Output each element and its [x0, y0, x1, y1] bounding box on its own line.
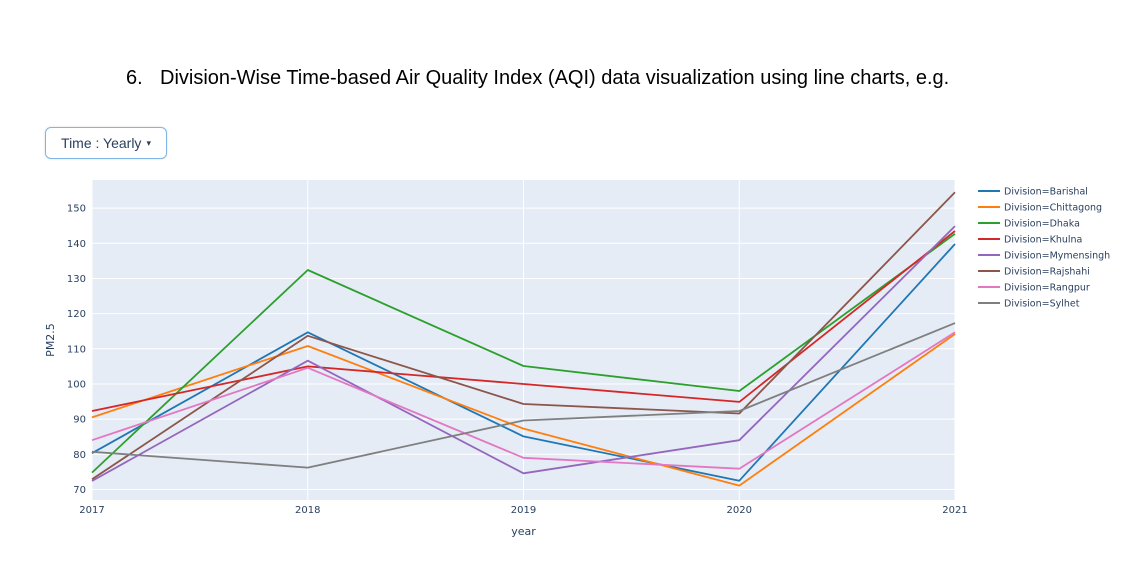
series-line [91, 243, 956, 482]
legend-item: Division=Chittagong [978, 203, 1102, 214]
series-line [91, 230, 956, 412]
y-tick-label: 70 [73, 485, 86, 496]
time-dropdown[interactable]: Time : Yearly ▾ [45, 127, 167, 159]
legend-label: Division=Sylhet [1004, 299, 1080, 310]
y-tick-label: 130 [67, 274, 86, 285]
legend-label: Division=Dhaka [1004, 219, 1080, 230]
legend-label: Division=Rajshahi [1004, 267, 1090, 278]
series-line [91, 331, 956, 470]
time-dropdown-label: Time : Yearly [61, 135, 142, 151]
legend-item: Division=Dhaka [978, 219, 1080, 230]
chevron-down-icon: ▾ [146, 137, 151, 148]
legend-item: Division=Khulna [978, 235, 1082, 246]
heading-text: Division-Wise Time-based Air Quality Ind… [160, 67, 950, 89]
x-tick-label: 2018 [295, 505, 320, 516]
legend-label: Division=Mymensingh [1004, 251, 1110, 262]
legend-item: Division=Rajshahi [978, 267, 1090, 278]
legend-label: Division=Barishal [1004, 187, 1088, 198]
y-tick-label: 140 [67, 239, 86, 250]
x-tick-label: 2017 [79, 505, 104, 516]
legend-item: Division=Rangpur [978, 283, 1090, 294]
legend-item: Division=Sylhet [978, 299, 1080, 310]
x-axis-title: year [511, 525, 536, 538]
x-tick-label: 2019 [511, 505, 536, 516]
x-tick-label: 2020 [727, 505, 752, 516]
series-line [91, 333, 956, 487]
series-line [91, 225, 956, 482]
page-heading: 6. Division-Wise Time-based Air Quality … [0, 0, 1130, 110]
x-tick-label: 2021 [942, 505, 967, 516]
y-tick-label: 150 [67, 204, 86, 215]
legend-label: Division=Rangpur [1004, 283, 1090, 294]
legend-item: Division=Mymensingh [978, 251, 1110, 262]
legend-label: Division=Khulna [1004, 235, 1082, 246]
heading-number: 6. [126, 67, 143, 89]
series-lines [91, 191, 956, 487]
legend-item: Division=Barishal [978, 187, 1088, 198]
series-line [91, 191, 956, 481]
y-tick-label: 110 [67, 344, 86, 355]
y-tick-label: 120 [67, 309, 86, 320]
legend: Division=Barishal Division=Chittagong Divi… [978, 187, 1110, 310]
y-tick-label: 80 [73, 450, 86, 461]
series-line [91, 322, 956, 469]
y-tick-label: 100 [67, 379, 86, 390]
y-axis-title: PM2.5 [44, 323, 57, 357]
axes: 70 80 90 100 110 120 130 140 150 2017 2018 2019 2020… [44, 204, 968, 538]
legend-label: Division=Chittagong [1004, 203, 1102, 214]
y-tick-label: 90 [73, 415, 86, 426]
plot-area [91, 180, 956, 500]
